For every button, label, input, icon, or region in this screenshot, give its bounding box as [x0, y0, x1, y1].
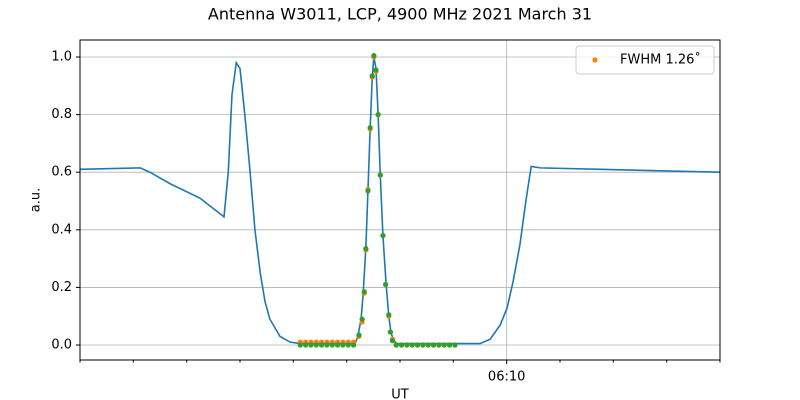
data-point	[365, 188, 371, 194]
data-point	[386, 312, 392, 318]
y-axis-label: a.u.	[29, 188, 44, 212]
data-point	[452, 342, 458, 348]
data-point	[409, 342, 415, 348]
data-point	[380, 232, 386, 239]
data-point	[389, 338, 396, 344]
data-point	[404, 342, 410, 348]
y-tick-label: 0.2	[51, 280, 72, 295]
marks	[79, 52, 721, 348]
data-point	[359, 316, 365, 322]
data-point	[447, 342, 453, 348]
y-tick-label: 0.0	[51, 338, 72, 353]
data-point	[375, 111, 381, 118]
data-point	[383, 281, 389, 288]
data-point	[399, 342, 405, 348]
data-point	[340, 342, 346, 348]
y-tick-label: 0.8	[51, 107, 72, 122]
data-point	[329, 342, 335, 348]
data-point	[436, 342, 442, 348]
x-axis-label: UT	[391, 388, 409, 400]
data-point	[313, 342, 319, 348]
data-point	[415, 342, 421, 348]
data-point	[303, 342, 309, 348]
data-point	[351, 342, 357, 348]
data-point	[420, 342, 426, 348]
data-point	[425, 342, 431, 348]
chart-title: Antenna W3011, LCP, 4900 MHz 2021 March …	[208, 5, 592, 24]
data-point	[297, 342, 303, 348]
data-point	[377, 172, 383, 178]
data-point	[441, 342, 447, 348]
data-point	[356, 332, 362, 338]
data-point	[324, 342, 330, 348]
data-point	[319, 342, 325, 348]
data-point	[371, 52, 377, 59]
legend-marker	[592, 57, 598, 63]
y-tick-label: 0.4	[51, 222, 72, 237]
data-point	[373, 67, 379, 73]
data-point	[345, 342, 351, 348]
data-point	[387, 329, 393, 335]
legend-label: FWHM 1.26˚	[620, 52, 701, 68]
data-point	[335, 342, 341, 348]
data-point	[361, 289, 367, 295]
axes: 0.0 0.2 0.4 0.6 0.8 1.0 06:10	[51, 49, 721, 385]
y-tick-label: 0.6	[51, 165, 72, 180]
y-tick-label: 1.0	[51, 49, 72, 64]
data-point	[308, 342, 314, 348]
data-point	[363, 245, 369, 252]
data-point	[431, 342, 437, 348]
data-point	[369, 73, 375, 79]
legend: FWHM 1.26˚	[575, 45, 715, 75]
data-point	[393, 342, 399, 348]
data-point	[367, 124, 373, 131]
legend-box	[575, 45, 715, 75]
x-tick-label: 06:10	[488, 370, 525, 385]
